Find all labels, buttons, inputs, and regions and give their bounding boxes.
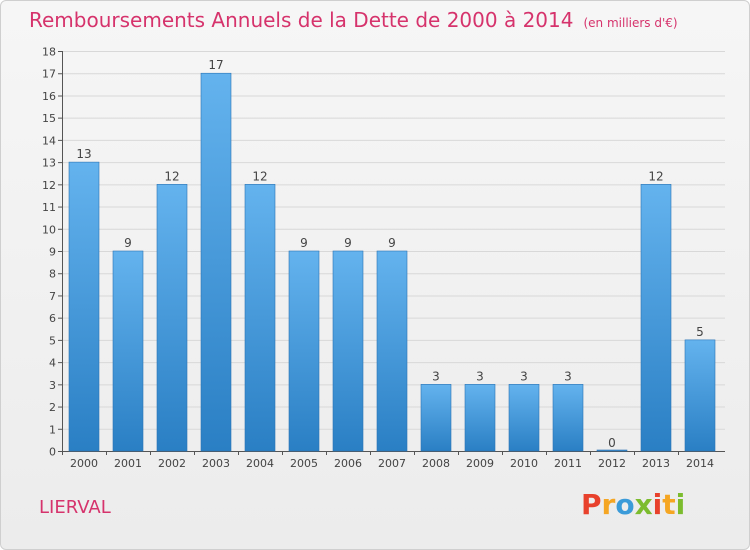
x-tick-label-2010: 2010 (510, 457, 538, 470)
x-tick-label-2012: 2012 (598, 457, 626, 470)
bar-2011 (552, 384, 584, 452)
data-label-2002: 12 (164, 169, 179, 183)
commune-name: LIERVAL (39, 497, 111, 518)
y-tick-label: 1 (49, 423, 56, 436)
data-label-2001: 9 (124, 236, 132, 250)
bar-2013 (640, 184, 672, 452)
logo-letter: t (662, 488, 676, 521)
y-tick-label: 18 (42, 46, 56, 59)
bar-2009 (464, 384, 496, 452)
x-tick-label-2006: 2006 (334, 457, 362, 470)
data-label-2010: 3 (520, 369, 528, 383)
y-tick-label: 3 (49, 379, 56, 392)
bar-2014 (684, 339, 716, 452)
y-tick-label: 0 (49, 446, 56, 459)
logo-letter: i (675, 488, 686, 521)
x-tick-label-2014: 2014 (686, 457, 714, 470)
logo-letter: x (634, 488, 653, 521)
bars (68, 72, 716, 452)
bar-2010 (508, 384, 540, 452)
y-tick-label: 13 (42, 157, 56, 170)
data-label-2013: 12 (648, 169, 663, 183)
x-tick-label-2013: 2013 (642, 457, 670, 470)
y-tick-label: 16 (42, 90, 56, 103)
chart-title: Remboursements Annuels de la Dette de 20… (29, 8, 678, 32)
logo-letter: r (601, 488, 616, 521)
chart-unit: (en milliers d'€) (583, 16, 678, 30)
data-label-2000: 13 (76, 147, 91, 161)
bar-2008 (420, 384, 452, 452)
bar-2006 (332, 250, 364, 452)
bar-2002 (156, 184, 188, 452)
data-label-2011: 3 (564, 369, 572, 383)
data-label-2005: 9 (300, 236, 308, 250)
y-tick-label: 15 (42, 112, 56, 125)
y-tick-label: 8 (49, 268, 56, 281)
axes (58, 51, 725, 455)
data-label-2009: 3 (476, 369, 484, 383)
y-tick-label: 12 (42, 179, 56, 192)
x-tick-label-2008: 2008 (422, 457, 450, 470)
y-tick-label: 5 (49, 334, 56, 347)
y-tick-label: 4 (49, 357, 56, 370)
logo-letter: o (615, 488, 635, 521)
y-tick-label: 11 (42, 201, 56, 214)
y-tick-label: 7 (49, 290, 56, 303)
x-tick-label-2011: 2011 (554, 457, 582, 470)
y-tick-label: 9 (49, 246, 56, 259)
y-tick-label: 6 (49, 312, 56, 325)
chart-title-text: Remboursements Annuels de la Dette de 20… (29, 8, 574, 32)
bar-2001 (112, 250, 144, 452)
x-tick-label-2004: 2004 (246, 457, 274, 470)
bar-2004 (244, 184, 276, 452)
bar-2005 (288, 250, 320, 452)
x-tick-label-2002: 2002 (158, 457, 186, 470)
data-label-2007: 9 (388, 236, 396, 250)
data-labels: 13 9 12 17 12 9 9 9 3 3 3 3 0 12 5 (76, 58, 703, 450)
x-tick-label-2005: 2005 (290, 457, 318, 470)
x-tick-label-2009: 2009 (466, 457, 494, 470)
bar-2000 (68, 161, 100, 452)
x-tick-labels: 2000 2001 2002 2003 2004 2005 2006 2007 2008 2009… (70, 457, 714, 470)
y-tick-label: 10 (42, 223, 56, 236)
bar-2007 (376, 250, 408, 452)
y-tick-label: 14 (42, 134, 56, 147)
x-tick-label-2003: 2003 (202, 457, 230, 470)
bar-2003 (200, 72, 232, 452)
data-label-2006: 9 (344, 236, 352, 250)
data-label-2008: 3 (432, 369, 440, 383)
proxiti-logo: Proxiti (581, 488, 685, 521)
data-label-2004: 12 (252, 169, 267, 183)
data-label-2003: 17 (208, 58, 223, 72)
x-tick-label-2001: 2001 (114, 457, 142, 470)
data-label-2012: 0 (608, 436, 616, 450)
data-label-2014: 5 (696, 325, 704, 339)
x-tick-label-2000: 2000 (70, 457, 98, 470)
y-tick-label: 2 (49, 401, 56, 414)
bar-2012 (596, 449, 628, 452)
x-tick-label-2007: 2007 (378, 457, 406, 470)
logo-letter: P (581, 488, 602, 521)
y-tick-label: 17 (42, 68, 56, 81)
logo-letter: i (652, 488, 663, 521)
